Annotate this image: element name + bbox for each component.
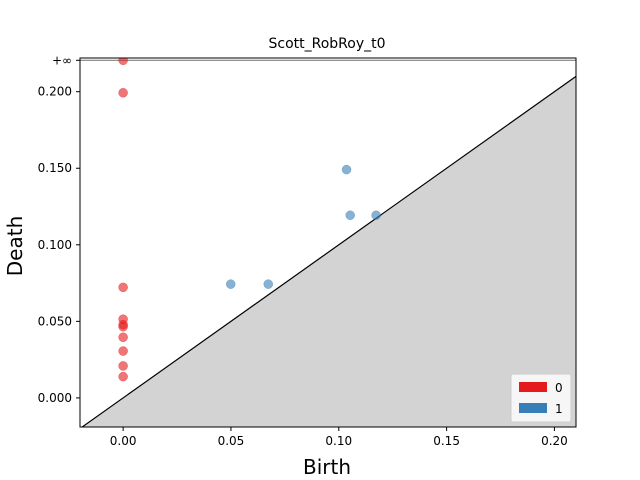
legend-swatch-1: [519, 403, 547, 413]
legend-label-0: 0: [555, 381, 563, 395]
data-point-series-0: [118, 332, 128, 343]
x-axis-ticks: 0.00 0.05 0.10 0.15 0.20: [110, 427, 568, 448]
data-point-series-0: [118, 346, 128, 356]
data-point-series-0: [118, 282, 128, 293]
data-points: [118, 58, 381, 382]
legend-swatch-0: [519, 382, 547, 392]
data-point-series-0: [118, 88, 128, 98]
legend-label-1: 1: [555, 402, 563, 416]
y-axis-label: Death: [3, 216, 27, 276]
y-tick-label: 0.100: [38, 238, 72, 252]
y-tick-label: 0.200: [38, 85, 72, 99]
data-point-series-0: [118, 314, 128, 324]
data-point-series-0: [118, 361, 128, 371]
data-point-series-0: [118, 58, 128, 66]
y-tick-label: 0.000: [38, 391, 72, 405]
data-point-series-0: [118, 371, 128, 382]
x-tick-label: 0.20: [541, 434, 568, 448]
axes-frame: [79, 57, 577, 428]
x-tick-label: 0.00: [110, 434, 137, 448]
y-tick-label: 0.150: [38, 161, 72, 175]
data-point-series-1: [345, 210, 355, 220]
data-point-series-1: [263, 279, 274, 289]
y-axis-ticks: 0.000 0.050 0.100 0.150 0.200: [38, 59, 80, 405]
y-tick-label: 0.050: [38, 314, 72, 328]
x-tick-label: 0.10: [325, 434, 352, 448]
x-tick-label: 0.05: [218, 434, 245, 448]
data-point-series-1: [371, 210, 381, 220]
x-axis-label: Birth: [303, 455, 351, 479]
data-point-series-1: [341, 164, 352, 175]
infinity-tick-label: +∞: [52, 53, 72, 67]
chart-title: Scott_RobRoy_t0: [268, 36, 385, 52]
data-point-series-1: [225, 279, 236, 289]
x-tick-label: 0.15: [433, 434, 460, 448]
legend: 01: [510, 373, 572, 423]
